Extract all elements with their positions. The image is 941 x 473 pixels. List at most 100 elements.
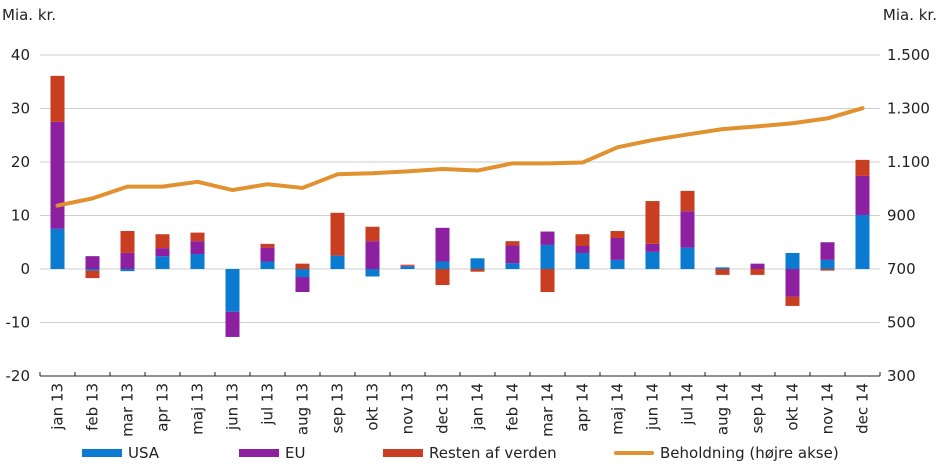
x-tick-label: okt 14 [784, 383, 802, 431]
gridlines [40, 54, 880, 323]
y-tick-label-left: -10 [6, 314, 31, 332]
x-tick-label: sep 14 [749, 383, 767, 433]
x-tick-label: aug 14 [714, 383, 732, 435]
bar-usa-nov-14 [820, 259, 835, 269]
bar-usa-feb-13 [85, 269, 100, 271]
bar-resten-af-verden-apr-14 [575, 234, 590, 246]
bar-resten-af-verden-jul-13 [260, 243, 275, 248]
bar-eu-feb-13 [85, 256, 100, 269]
bar-usa-maj-14 [610, 259, 625, 269]
bar-resten-af-verden-nov-14 [820, 269, 835, 271]
bar-eu-nov-14 [820, 242, 835, 260]
bar-usa-nov-13 [400, 266, 415, 269]
x-tick-label: jun 13 [224, 383, 242, 431]
x-tick-label: nov 13 [399, 383, 417, 434]
bar-usa-jul-13 [260, 261, 275, 269]
x-tick-label: mar 13 [119, 383, 137, 437]
legend-label-holdings: Beholdning (højre akse) [660, 444, 839, 462]
bar-usa-apr-14 [575, 252, 590, 269]
legend-label-eu: EU [285, 444, 306, 462]
y-tick-label-left: 30 [11, 100, 30, 118]
bar-usa-jul-14 [680, 247, 695, 269]
legend-item-eu: EU [239, 444, 305, 462]
bar-usa-aug-14 [715, 267, 730, 269]
legend-item-rest-of-world: Resten af verden [383, 444, 557, 462]
bar-eu-jan-13 [50, 121, 65, 229]
x-tick-label: jun 14 [644, 383, 662, 431]
legend-item-usa: USA [82, 444, 159, 462]
legend-item-holdings: Beholdning (højre akse) [614, 444, 839, 462]
bar-usa-jun-14 [645, 251, 660, 269]
bar-resten-af-verden-jun-14 [645, 201, 660, 244]
x-tick-label: aug 13 [294, 383, 312, 435]
bar-resten-af-verden-aug-13 [295, 263, 310, 269]
bar-resten-af-verden-feb-14 [505, 241, 520, 246]
bar-usa-okt-13 [365, 269, 380, 277]
y-tick-label-left: 40 [11, 46, 30, 64]
x-tick-label: maj 14 [609, 383, 627, 435]
y-tick-label-left: 10 [11, 207, 30, 225]
bar-resten-af-verden-jan-14 [470, 269, 485, 272]
bar-eu-okt-14 [785, 269, 800, 297]
bar-eu-feb-14 [505, 245, 520, 264]
y-tick-label-right: 700 [887, 260, 916, 278]
holdings-line [55, 106, 865, 208]
bar-eu-maj-14 [610, 237, 625, 260]
bar-usa-okt-14 [785, 252, 800, 269]
bar-eu-nov-13 [400, 265, 415, 267]
bar-resten-af-verden-dec-14 [855, 159, 870, 176]
x-tick-label: jan 13 [49, 383, 67, 431]
x-tick-label: sep 13 [329, 383, 347, 433]
legend-swatch-usa [82, 449, 122, 457]
y-tick-label-right: 1.500 [887, 46, 930, 64]
x-tick-label: jul 14 [679, 383, 697, 426]
legend-swatch-holdings [614, 451, 654, 455]
legend-label-rest-of-world: Resten af verden [429, 444, 557, 462]
bar-eu-mar-13 [120, 252, 135, 269]
y-tick-label-right: 1.300 [887, 100, 930, 118]
bar-eu-mar-14 [540, 231, 555, 245]
bar-resten-af-verden-dec-13 [435, 269, 450, 286]
axes: -20 -10 0 10 20 30 40 300 500 700 900 1.100 1.300 1.5… [6, 46, 930, 437]
right-axis-unit-label: Mia. kr. [882, 6, 937, 24]
x-tick-label: jan 14 [469, 383, 487, 431]
x-tick-label: feb 14 [504, 383, 522, 431]
bar-usa-feb-14 [505, 263, 520, 269]
bar-eu-jun-13 [225, 311, 240, 337]
bar-eu-aug-13 [295, 277, 310, 293]
bar-eu-dec-13 [435, 227, 450, 262]
bar-resten-af-verden-mar-13 [120, 231, 135, 253]
x-tick-label: okt 13 [364, 383, 382, 431]
y-tick-label-right: 300 [887, 367, 916, 385]
bar-eu-okt-13 [365, 241, 380, 269]
bar-eu-jul-13 [260, 247, 275, 262]
bar-resten-af-verden-okt-13 [365, 226, 380, 242]
bar-resten-af-verden-feb-13 [85, 270, 100, 279]
y-tick-label-left: 20 [11, 153, 30, 171]
bar-usa-sep-13 [330, 255, 345, 269]
bar-eu-sep-14 [750, 263, 765, 269]
bar-usa-apr-13 [155, 256, 170, 269]
bar-usa-jun-13 [225, 269, 240, 312]
x-tick-label: jul 13 [259, 383, 277, 426]
bar-resten-af-verden-mar-14 [540, 269, 555, 293]
bar-usa-dec-13 [435, 261, 450, 269]
y-tick-label-right: 500 [887, 314, 916, 332]
bar-usa-mar-14 [540, 244, 555, 269]
x-tick-label: apr 13 [154, 383, 172, 432]
bar-eu-maj-13 [190, 241, 205, 255]
bar-resten-af-verden-sep-14 [750, 269, 765, 275]
bar-usa-dec-14 [855, 214, 870, 269]
holdings-line-series [55, 106, 865, 208]
bar-resten-af-verden-maj-13 [190, 232, 205, 242]
bars [50, 75, 870, 337]
x-tick-label: mar 14 [539, 383, 557, 437]
bar-resten-af-verden-apr-13 [155, 234, 170, 249]
x-tick-label: nov 14 [819, 383, 837, 434]
bar-resten-af-verden-jan-13 [50, 75, 65, 122]
bar-eu-apr-14 [575, 245, 590, 253]
bar-resten-af-verden-aug-14 [715, 269, 730, 275]
bar-resten-af-verden-maj-14 [610, 231, 625, 238]
y-tick-label-left: 0 [20, 260, 30, 278]
left-axis-unit-label: Mia. kr. [2, 6, 57, 24]
